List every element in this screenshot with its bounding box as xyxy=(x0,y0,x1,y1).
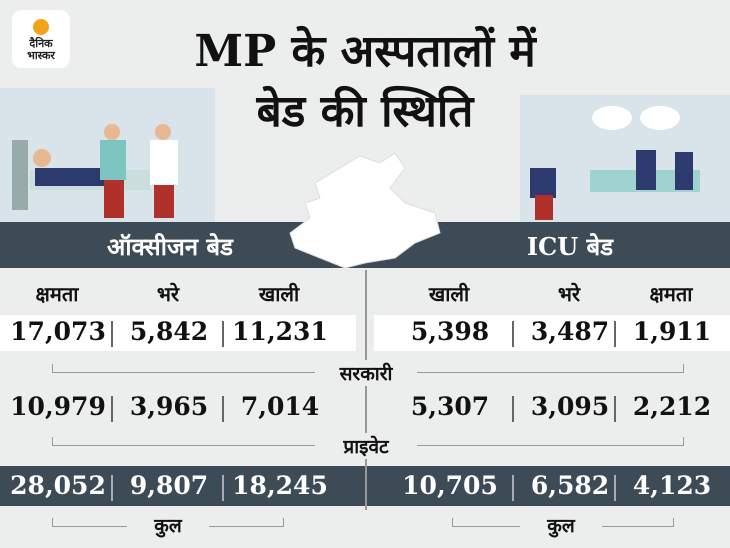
separator xyxy=(222,321,224,347)
logo-text: भास्कर xyxy=(27,49,55,62)
separator xyxy=(111,321,113,347)
logo-text: दैनिक xyxy=(29,37,53,50)
section-heading: ICU बेड xyxy=(526,232,614,261)
cell: 3,095 xyxy=(530,392,610,421)
cell: 10,705 xyxy=(402,471,498,500)
column-header: भरे xyxy=(156,282,180,306)
cell: 1,911 xyxy=(632,317,712,346)
cell: 3,965 xyxy=(129,392,209,421)
separator xyxy=(222,396,224,422)
cell: 18,245 xyxy=(232,471,328,500)
separator xyxy=(512,396,514,422)
separator xyxy=(111,475,113,501)
column-header: क्षमता xyxy=(35,282,79,306)
column-header: खाली xyxy=(258,282,300,306)
column-header: क्षमता xyxy=(649,282,693,306)
separator xyxy=(614,475,616,501)
separator xyxy=(512,321,514,347)
cell: 17,073 xyxy=(10,317,106,346)
total-label: कुल xyxy=(520,512,602,538)
cell: 5,398 xyxy=(410,317,490,346)
separator xyxy=(614,396,616,422)
cell: 9,807 xyxy=(129,471,209,500)
row-label: सरकारी xyxy=(315,360,417,386)
cell: 10,979 xyxy=(10,392,106,421)
title: MP के अस्पतालों में xyxy=(194,26,536,77)
mp-map xyxy=(289,152,441,269)
total-label: कुल xyxy=(127,512,209,538)
cell: 3,487 xyxy=(530,317,610,346)
separator xyxy=(222,475,224,501)
separator xyxy=(111,396,113,422)
title: बेड की स्थिति xyxy=(256,86,474,137)
section-heading: ऑक्सीजन बेड xyxy=(107,232,233,261)
cell: 2,212 xyxy=(632,392,712,421)
cell: 11,231 xyxy=(232,317,328,346)
column-header: भरे xyxy=(557,282,581,306)
separator xyxy=(512,475,514,501)
cell: 5,842 xyxy=(129,317,209,346)
cell: 7,014 xyxy=(240,392,320,421)
cell: 4,123 xyxy=(632,471,712,500)
row-label: प्राइवेट xyxy=(315,433,417,459)
column-header: खाली xyxy=(428,282,470,306)
cell: 5,307 xyxy=(410,392,490,421)
separator xyxy=(614,321,616,347)
cell: 6,582 xyxy=(530,471,610,500)
cell: 28,052 xyxy=(10,471,106,500)
